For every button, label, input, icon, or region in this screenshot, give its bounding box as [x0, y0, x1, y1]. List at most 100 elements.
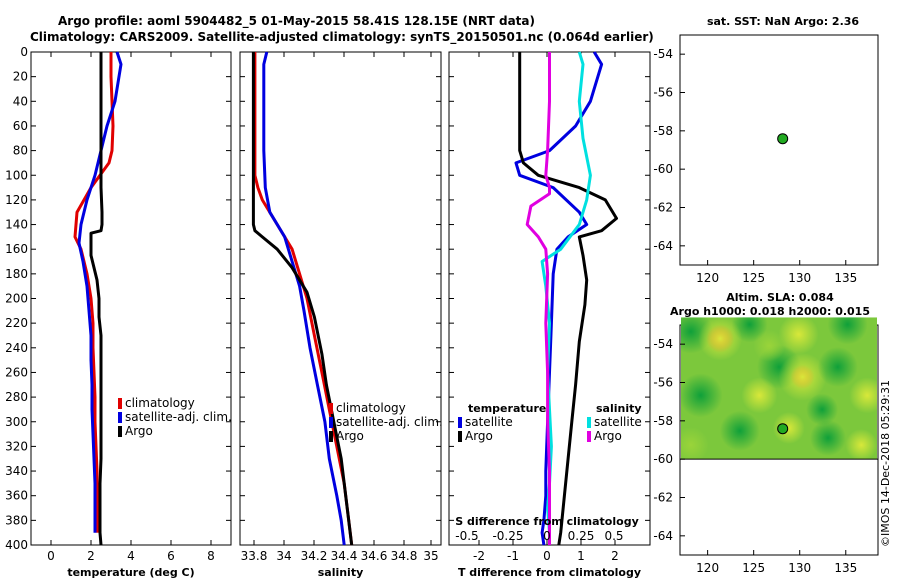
- difference-legend-swatch: [458, 431, 462, 442]
- depth-tick-label: 180: [5, 267, 28, 281]
- sla-map-ytick-label: -56: [653, 376, 673, 390]
- s-diff-tick-label: 0.5: [604, 529, 623, 543]
- depth-tick-label: 40: [13, 94, 28, 108]
- sla-map-xtick-label: 130: [788, 561, 811, 575]
- depth-tick-label: 240: [5, 341, 28, 355]
- salinity-xtick-label: 34.8: [391, 549, 418, 563]
- salinity-xtick-label: 33.8: [241, 549, 268, 563]
- s-diff-tick-label: 0: [543, 529, 551, 543]
- depth-tick-label: 300: [5, 415, 28, 429]
- salinity-legend-label: satellite-adj. clim.: [336, 415, 443, 429]
- depth-tick-label: 360: [5, 489, 28, 503]
- temperature-panel: 0204060801001201401601802002202402602803…: [5, 45, 232, 579]
- sla-map-xtick-label: 120: [696, 561, 719, 575]
- difference-legend-label: satellite: [594, 415, 642, 429]
- depth-tick-label: 200: [5, 292, 28, 306]
- sla-map-ytick-label: -60: [653, 452, 673, 466]
- sst-map-ytick-label: -54: [653, 47, 673, 61]
- difference-xtick-label: -1: [507, 549, 519, 563]
- sst-map-ytick-label: -60: [653, 162, 673, 176]
- temperature-xtick-label: 4: [127, 549, 135, 563]
- difference-series-t-argo: [518, 52, 618, 546]
- sla-map-xtick-label: 125: [742, 561, 765, 575]
- salinity-xtick-label: 34: [276, 549, 291, 563]
- temperature-xlabel: temperature (deg C): [67, 566, 194, 579]
- salinity-xtick-label: 34.4: [331, 549, 358, 563]
- salinity-legend-label: Argo: [336, 429, 364, 443]
- temperature-xtick-label: 6: [167, 549, 175, 563]
- depth-tick-label: 260: [5, 365, 28, 379]
- difference-xlabel: T difference from climatology: [458, 566, 641, 579]
- sla-map-ytick-label: -54: [653, 337, 673, 351]
- temperature-legend-label: climatology: [125, 396, 195, 410]
- sla-map-argo-marker: [777, 423, 789, 435]
- temperature-legend-swatch: [118, 412, 122, 423]
- difference-legend-swatch: [587, 431, 591, 442]
- salinity-legend-swatch: [329, 431, 333, 442]
- sst-map-xtick-label: 130: [788, 271, 811, 285]
- sst-map-xtick-label: 120: [696, 271, 719, 285]
- temperature-xtick-label: 0: [47, 549, 55, 563]
- difference-legend-label: Argo: [594, 429, 622, 443]
- salinity-series-satellite-adj-clim-: [262, 51, 346, 546]
- depth-tick-label: 0: [20, 45, 28, 59]
- sst-map-ytick-label: -64: [653, 239, 673, 253]
- salinity-panel: 33.8 34 34.2 34.4 34.6 34.8 35 salinity climatol…: [239, 51, 443, 579]
- depth-tick-label: 340: [5, 464, 28, 478]
- depth-tick-label: 60: [13, 119, 28, 133]
- legend-temperature-title: temperature: [468, 402, 546, 415]
- sst-map-xtick-label: 135: [834, 271, 857, 285]
- s-diff-tick-label: -0.25: [492, 529, 523, 543]
- title-line-2: Climatology: CARS2009. Satellite-adjuste…: [30, 30, 654, 45]
- salinity-series-argo: [251, 52, 354, 546]
- difference-xtick-label: 2: [611, 549, 619, 563]
- difference-legend-swatch: [587, 417, 591, 428]
- depth-tick-label: 280: [5, 390, 28, 404]
- sla-map-title-2: Argo h1000: 0.018 h2000: 0.015: [670, 305, 870, 318]
- sst-map-frame: [679, 34, 879, 266]
- temperature-series-satellite-adj-clim-: [77, 51, 123, 533]
- sst-map-argo-marker: [777, 133, 789, 145]
- difference-panel: -2 -1 0 1 2 T difference from climatology S di…: [448, 51, 651, 579]
- difference-xtick-label: -2: [473, 549, 485, 563]
- sla-heatmap: [681, 317, 877, 460]
- sla-map-ytick-label: -58: [653, 414, 673, 428]
- temperature-legend-label: satellite-adj. clim.: [125, 410, 232, 424]
- sla-map-ytick-label: -62: [653, 491, 673, 505]
- salinity-xtick-label: 35: [423, 549, 438, 563]
- plot-layer: 0204060801001201401601802002202402602803…: [5, 15, 879, 579]
- temperature-frame: [30, 51, 232, 546]
- depth-tick-label: 160: [5, 242, 28, 256]
- sla-map-xtick-label: 135: [834, 561, 857, 575]
- title-line-1: Argo profile: aoml 5904482_5 01-May-2015…: [58, 14, 535, 29]
- depth-tick-label: 80: [13, 144, 28, 158]
- depth-tick-label: 140: [5, 218, 28, 232]
- temperature-legend-swatch: [118, 426, 122, 437]
- difference-series-s-argo: [525, 52, 551, 545]
- salinity-legend-swatch: [329, 417, 333, 428]
- depth-tick-label: 220: [5, 316, 28, 330]
- credit-text: ©IMOS 14-Dec-2018 05:29:31: [879, 380, 892, 547]
- temperature-series-climatology: [73, 52, 115, 533]
- depth-tick-label: 100: [5, 168, 28, 182]
- sst-map-title: sat. SST: NaN Argo: 2.36: [707, 15, 859, 28]
- depth-tick-label: 400: [5, 538, 28, 552]
- s-diff-tick-label: -0.5: [455, 529, 478, 543]
- depth-tick-label: 120: [5, 193, 28, 207]
- difference-xtick-label: 1: [577, 549, 585, 563]
- difference-legend-label: Argo: [465, 429, 493, 443]
- sla-map-title-1: Altim. SLA: 0.084: [726, 291, 834, 304]
- temperature-legend-label: Argo: [125, 424, 153, 438]
- depth-tick-label: 320: [5, 439, 28, 453]
- sst-map-ytick-label: -62: [653, 201, 673, 215]
- temperature-xtick-label: 2: [87, 549, 95, 563]
- depth-tick-label: 380: [5, 513, 28, 527]
- sst-map-panel: sat. SST: NaN Argo: 2.36 -54 -56 -58 -60 -62 -…: [653, 15, 879, 285]
- sst-map-xtick-label: 125: [742, 271, 765, 285]
- salinity-legend-label: climatology: [336, 401, 406, 415]
- temperature-legend-swatch: [118, 398, 122, 409]
- difference-legend-label: satellite: [465, 415, 513, 429]
- depth-tick-label: 20: [13, 70, 28, 84]
- sla-map-ytick-label: -64: [653, 529, 673, 543]
